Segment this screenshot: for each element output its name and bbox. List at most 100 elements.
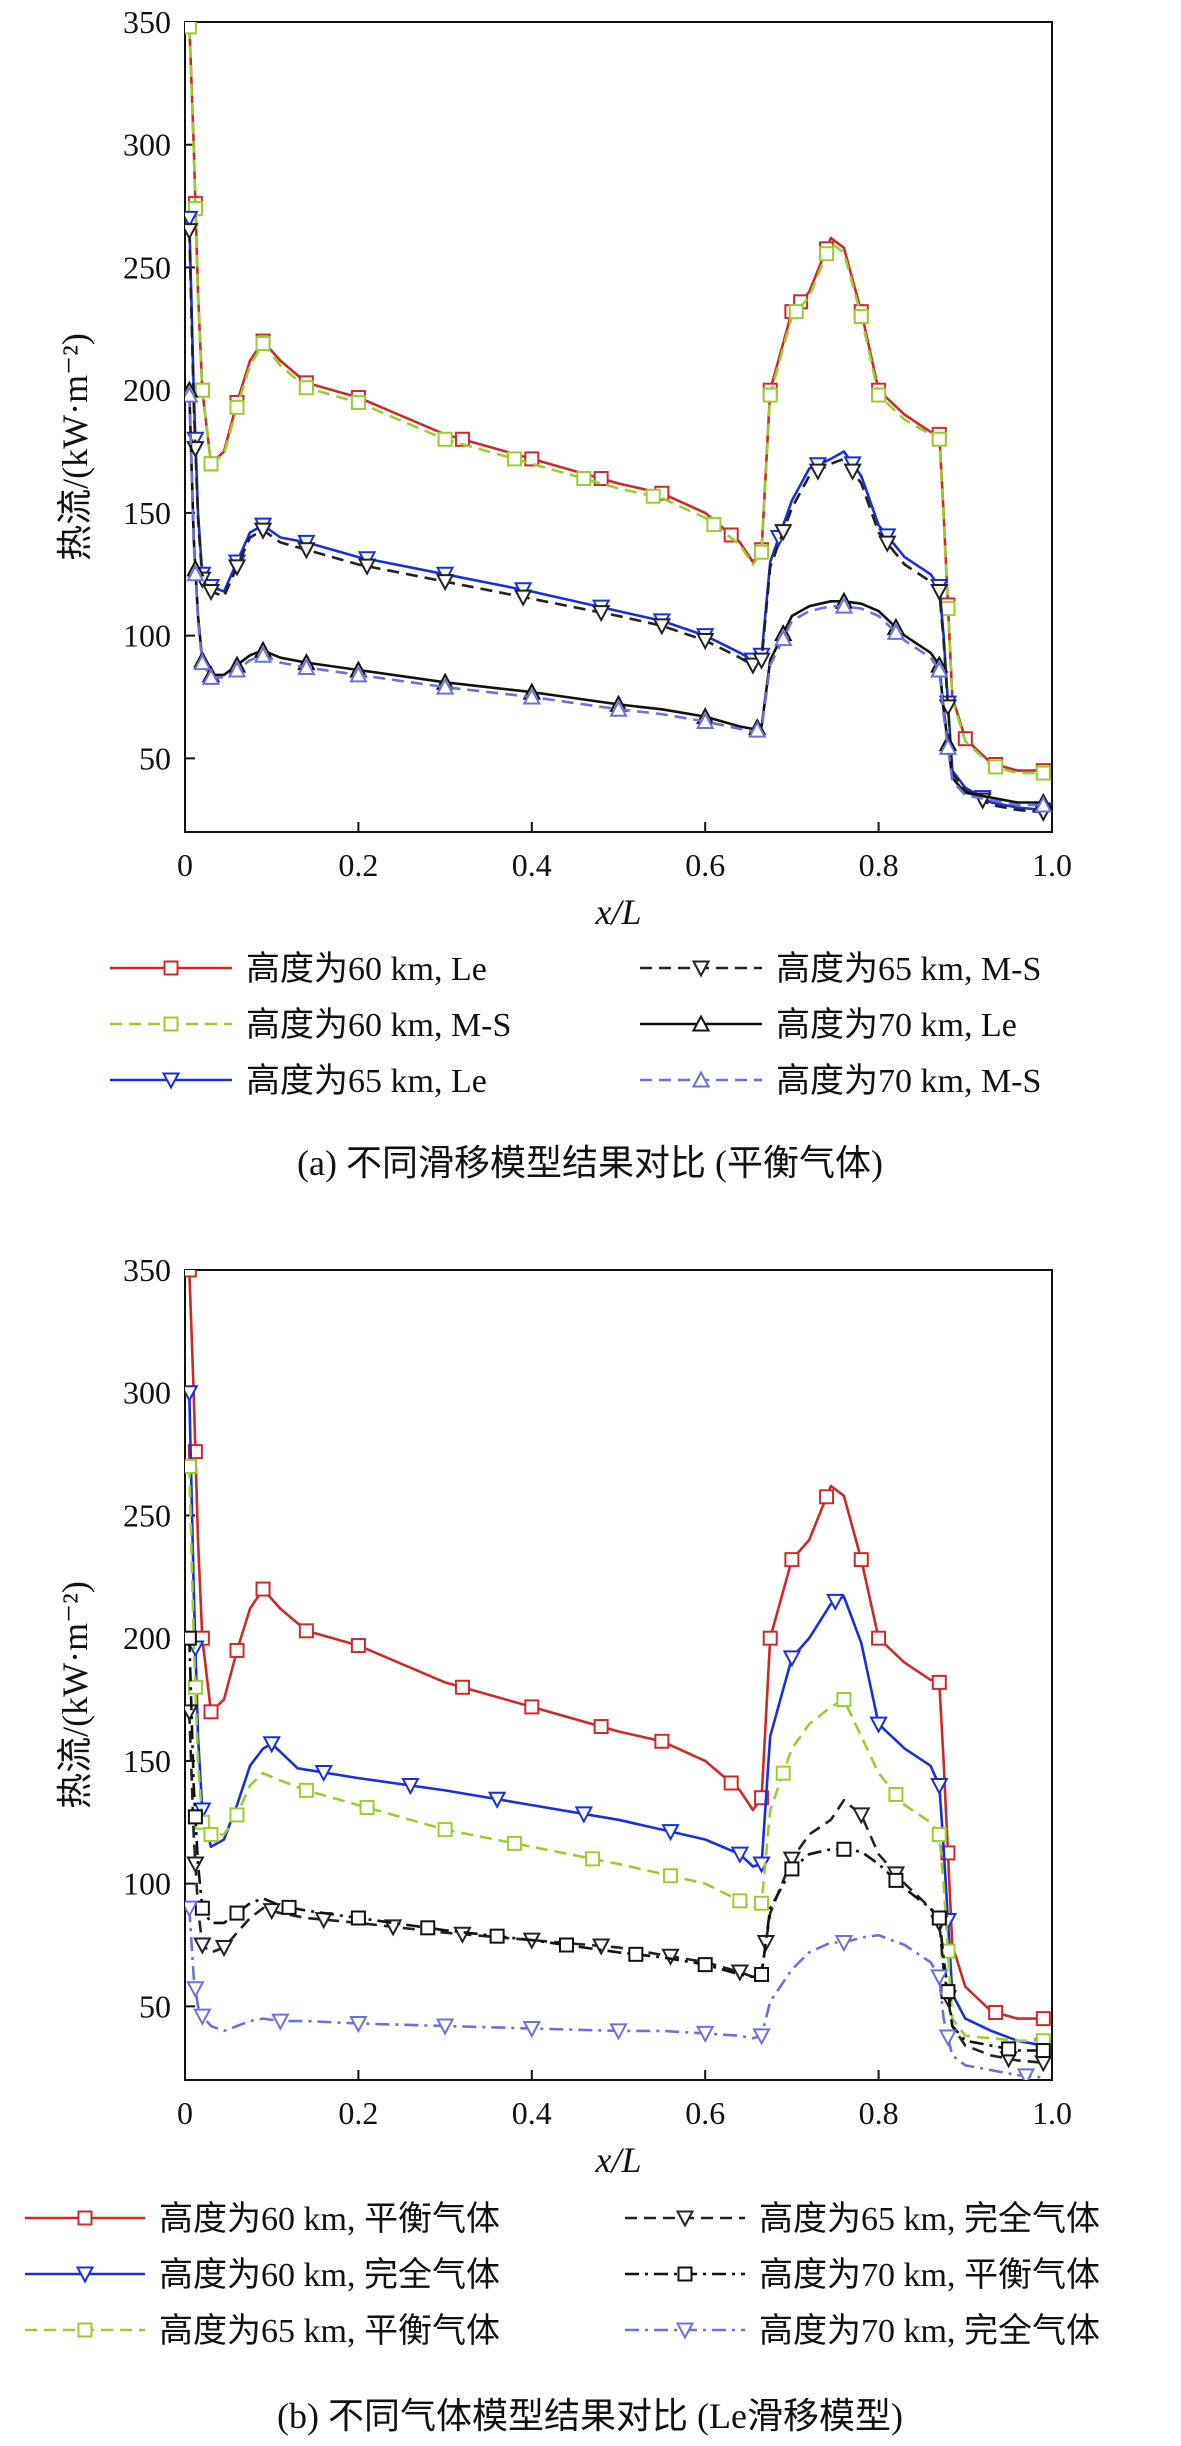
series-3-point xyxy=(359,1800,375,1816)
series-6-point xyxy=(774,628,793,647)
series-4-point xyxy=(696,633,715,651)
series-4-point xyxy=(808,463,828,481)
series-5-point xyxy=(836,1841,852,1857)
series-4-point xyxy=(214,1939,234,1958)
series-2-point xyxy=(314,1764,333,1783)
series-4-point xyxy=(201,583,221,602)
series-4-point xyxy=(730,1964,750,1982)
y-tick-label: 350 xyxy=(123,1252,171,1288)
series-4-point xyxy=(297,542,316,560)
legend-label-6: 高度为70 km, 完全气体 xyxy=(759,2312,1100,2350)
series-6-point xyxy=(185,1900,199,1918)
series-line-2 xyxy=(188,26,1044,775)
x-tick-label: 0 xyxy=(177,2095,193,2131)
series-2-point xyxy=(826,1593,845,1611)
y-axis-label: 热流/(kW·m⁻²) xyxy=(55,1581,95,1809)
series-2-point xyxy=(1035,765,1051,781)
series-6-point xyxy=(193,653,212,671)
series-2-point xyxy=(437,431,453,447)
x-tick-label: 0.6 xyxy=(685,847,725,883)
series-2-point xyxy=(931,431,947,447)
legend-label-4: 高度为65 km, 完全气体 xyxy=(759,2200,1100,2238)
series-6-point xyxy=(271,2013,290,2031)
series-2-point xyxy=(762,387,778,403)
series-1-point xyxy=(454,431,470,447)
series-1-point xyxy=(762,1630,778,1646)
series-4-point xyxy=(930,583,949,602)
series-2-point xyxy=(730,1846,750,1864)
series-4-point xyxy=(852,1807,871,1825)
series-5-point xyxy=(194,1900,210,1916)
series-4-point xyxy=(227,559,247,577)
series-4-point xyxy=(262,1903,281,1921)
series-5-point xyxy=(697,1957,713,1973)
series-4-point xyxy=(193,1937,212,1955)
legend-marker-3 xyxy=(77,2322,93,2338)
series-6-point xyxy=(1034,795,1052,813)
x-axis-label: x/L xyxy=(594,2140,641,2180)
series-4-point xyxy=(186,1856,205,1874)
series-2-point xyxy=(203,456,219,472)
series-line-5 xyxy=(188,390,1044,804)
series-6-point xyxy=(696,711,715,730)
series-2-point xyxy=(506,451,522,467)
legend-label-3: 高度为65 km, 平衡气体 xyxy=(159,2312,500,2350)
series-1-point xyxy=(203,1704,219,1720)
series-4-point xyxy=(453,1926,472,1944)
series-line-3 xyxy=(188,1466,1044,2042)
chart-a: 0 0.2 0.4 0.6 0.8 1.0 50 100 150 200 250 300 350 x/L 热… xyxy=(55,4,1072,932)
series-4-point xyxy=(435,574,455,592)
series-6-point xyxy=(1016,2068,1036,2080)
y-tick-label: 150 xyxy=(123,1743,171,1779)
series-3-point xyxy=(229,1807,245,1823)
series-1-point xyxy=(255,1581,271,1597)
series-2-point xyxy=(754,544,770,560)
series-2-point xyxy=(185,1385,199,1403)
series-6-point xyxy=(349,2016,368,2034)
series-5-point xyxy=(187,1809,203,1825)
series-1-point xyxy=(524,451,540,467)
series-5-point xyxy=(754,1966,770,1982)
series-6-point xyxy=(696,2025,715,2043)
legend-label-1: 高度为60 km, 平衡气体 xyxy=(159,2200,500,2238)
series-6-point xyxy=(435,2018,455,2036)
series-1-point xyxy=(187,1444,203,1460)
series-6-point xyxy=(435,677,455,695)
legend-marker-1 xyxy=(77,2210,93,2226)
series-2-point xyxy=(930,1777,949,1796)
legend-marker-4 xyxy=(675,2210,695,2228)
legend-marker-6 xyxy=(675,2322,695,2340)
series-5-point xyxy=(281,1899,297,1915)
legend-marker-2 xyxy=(163,1016,179,1032)
series-4-point xyxy=(591,1938,611,1956)
series-3-point xyxy=(187,1679,203,1695)
y-tick-label: 100 xyxy=(123,618,171,654)
legend-label-2: 高度为60 km, 完全气体 xyxy=(159,2256,500,2294)
series-line-6 xyxy=(188,1908,1044,2079)
plot-area xyxy=(185,22,1052,822)
legend-label-5: 高度为70 km, 平衡气体 xyxy=(759,2256,1100,2294)
y-tick-label: 300 xyxy=(123,1375,171,1411)
series-2-point xyxy=(661,1824,680,1842)
series-5-point xyxy=(229,1905,245,1921)
series-6-point xyxy=(227,660,247,678)
series-6-point xyxy=(609,699,628,717)
series-6-point xyxy=(938,737,958,755)
series-4-point xyxy=(878,535,897,553)
series-1-point xyxy=(819,1489,835,1505)
series-4-point xyxy=(383,1919,403,1937)
y-tick-label: 300 xyxy=(123,127,171,163)
series-2-point xyxy=(940,601,956,617)
series-2-point xyxy=(819,246,835,262)
x-tick-label: 0.4 xyxy=(512,847,552,883)
series-2-point xyxy=(262,1736,281,1754)
series-2-point xyxy=(871,387,887,403)
series-1-point xyxy=(185,1270,197,1278)
series-5-point xyxy=(558,1937,574,1953)
y-tick-label: 200 xyxy=(123,372,171,408)
series-2-point xyxy=(782,1650,802,1668)
series-6-point xyxy=(930,660,949,678)
legend-marker-2 xyxy=(75,2266,95,2284)
y-tick-label: 50 xyxy=(139,740,171,776)
caption-b: (b) 不同气体模型结果对比 (Le滑移模型) xyxy=(277,2396,903,2436)
